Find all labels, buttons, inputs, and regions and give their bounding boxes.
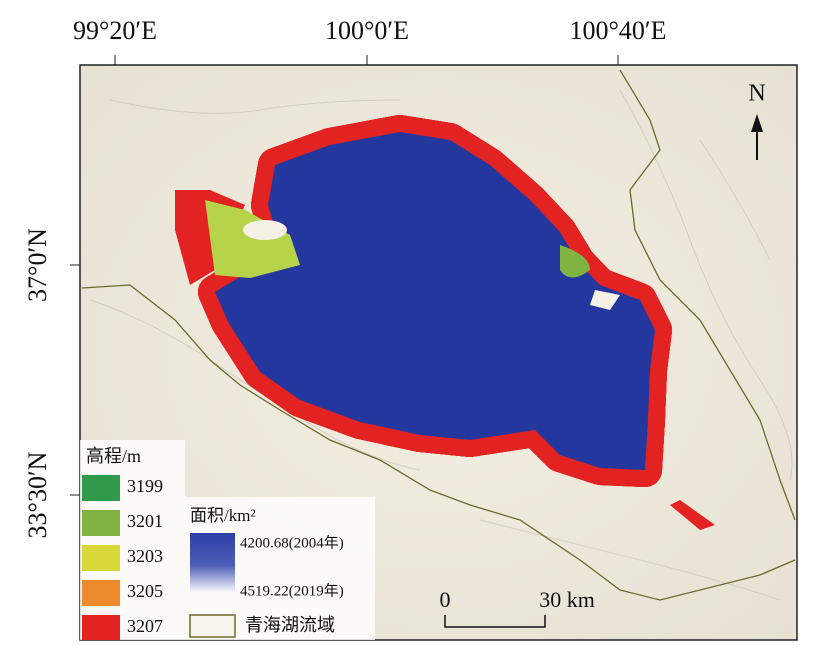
legend-entry: 3207 [127,616,163,636]
southeast-red [670,500,715,530]
west-marsh [205,200,300,278]
elevation-legend: 3199 3201 3203 3205 3207 [82,475,163,640]
basin-label: 青海湖流域 [245,615,335,635]
north-label: N [748,81,765,107]
legend-entry: 3203 [127,546,163,566]
island [243,220,287,240]
scale-start: 0 [440,587,451,612]
legend-entry: 3201 [127,511,163,531]
east-sand [590,290,620,310]
scale-bar [444,615,546,628]
lat-label: 33°30′N [23,451,52,538]
east-marsh [560,245,590,278]
coordinates: 99°20′E 100°0′E 100°40′E 37°0′N 33°30′N [23,16,667,538]
lake-water [215,132,655,470]
area-gradient [190,533,235,593]
area-top: 4200.68(2004年) [240,534,344,551]
basin-swatch [189,614,236,638]
swatch [82,475,120,501]
lon-label: 100°40′E [570,16,667,45]
swatch [82,580,120,606]
legend-bg [80,440,185,640]
lon-label: 100°0′E [325,16,409,45]
north-arrowhead [751,114,763,132]
area-title: 面积/km² [190,506,256,525]
legend-entry: 3205 [127,581,163,601]
area-bottom: 4519.22(2019年) [240,582,344,599]
lat-label: 37°0′N [23,228,52,302]
legend-title: 高程/m [86,446,141,466]
legend-entry: 3199 [127,476,163,496]
lon-label: 99°20′E [73,16,157,45]
swatch [82,615,120,640]
swatch [82,545,120,571]
scale-end: 30 km [539,587,595,612]
lake [175,115,715,530]
swatch [82,510,120,536]
basin-boundary [81,69,796,601]
